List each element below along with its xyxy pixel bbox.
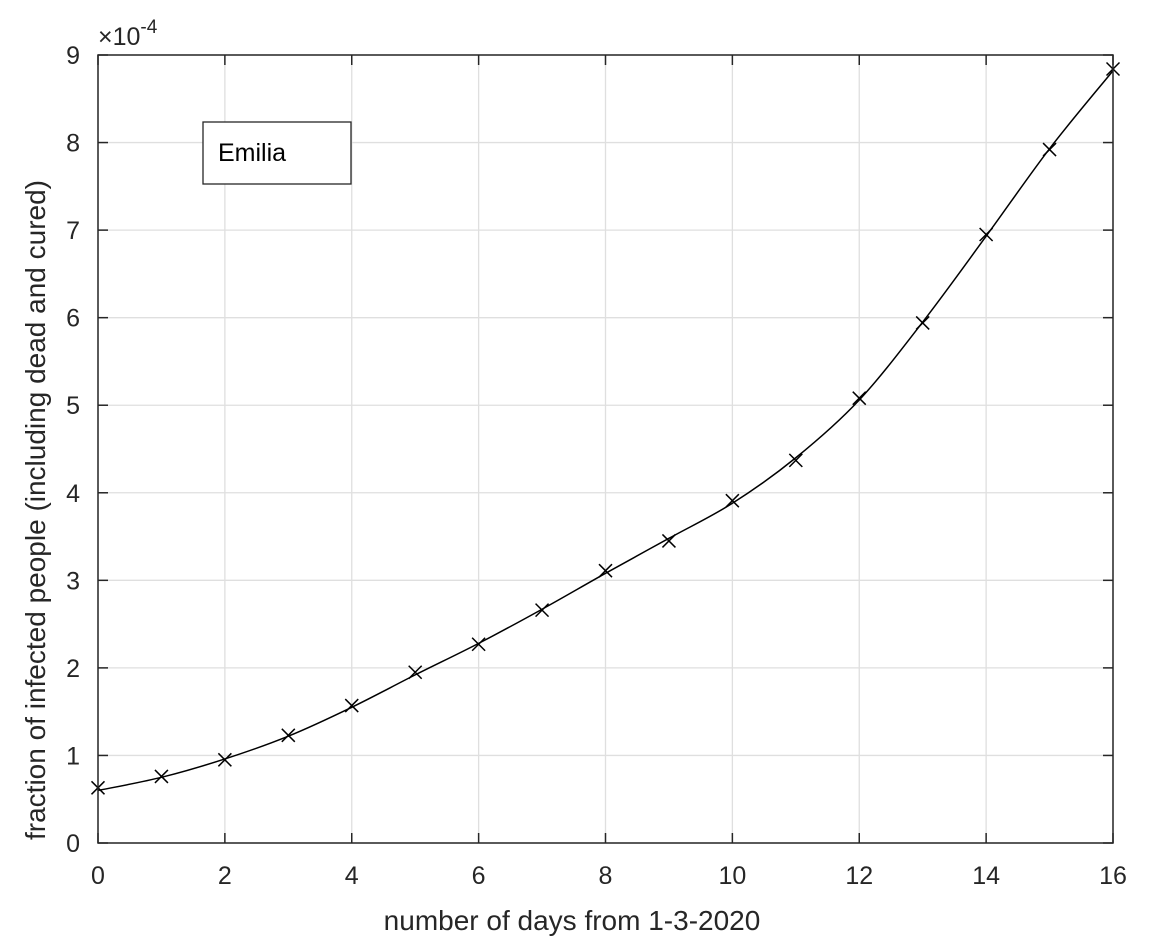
y-tick-label: 4	[66, 480, 80, 508]
data-point-marker	[344, 698, 359, 713]
marker-stroke	[788, 453, 803, 468]
data-point-marker	[788, 453, 803, 468]
x-tick-labels: 0 2 4 6 8 10 12 14 16	[91, 862, 1127, 890]
data-point-marker	[535, 603, 550, 618]
x-tick-label: 12	[845, 862, 873, 890]
x-axis-label: number of days from 1-3-2020	[384, 905, 761, 936]
marker-stroke	[661, 533, 676, 548]
fit-curve-line	[97, 70, 1114, 792]
x-tick-label: 4	[345, 862, 359, 890]
marker-stroke	[598, 563, 613, 578]
x-tick-label: 0	[91, 862, 105, 890]
data-point-marker	[661, 533, 676, 548]
x-tick-label: 14	[972, 862, 1000, 890]
y-tick-label: 2	[66, 655, 80, 683]
marker-stroke	[915, 315, 930, 330]
x-tick-label: 16	[1099, 862, 1127, 890]
x-tick-label: 10	[718, 862, 746, 890]
y-tick-label: 7	[66, 217, 80, 245]
marker-stroke	[408, 665, 423, 680]
exponent-base: 10	[113, 23, 141, 51]
x-tick-label: 6	[472, 862, 486, 890]
marker-stroke	[979, 227, 994, 242]
axis-ticks	[97, 54, 1114, 844]
marker-stroke	[725, 493, 740, 508]
data-point-marker	[725, 493, 740, 508]
marker-stroke	[1042, 142, 1057, 157]
legend: Emilia	[202, 121, 352, 185]
data-point-marker	[217, 752, 232, 767]
data-point-marker	[1042, 142, 1057, 157]
y-axis-label: fraction of infected people (including d…	[20, 180, 51, 840]
data-point-marker	[979, 227, 994, 242]
exponent-power: -4	[140, 17, 157, 38]
marker-stroke	[852, 391, 867, 406]
y-tick-label: 1	[66, 742, 80, 770]
x-tick-label: 8	[599, 862, 613, 890]
y-tick-label: 6	[66, 305, 80, 333]
marker-stroke	[281, 728, 296, 743]
data-point-marker	[598, 563, 613, 578]
marker-stroke	[154, 769, 169, 784]
y-tick-labels: 0 1 2 3 4 5 6 7 8 9	[66, 42, 80, 858]
data-point-marker	[915, 315, 930, 330]
marker-stroke	[217, 752, 232, 767]
data-point-marker	[852, 391, 867, 406]
fit-curve-layer	[97, 70, 1114, 792]
y-scale-exponent: ×10-4	[98, 17, 158, 51]
marker-stroke	[535, 603, 550, 618]
y-tick-label: 8	[66, 130, 80, 158]
y-tick-label: 0	[66, 830, 80, 858]
legend-label: Emilia	[218, 139, 286, 167]
y-tick-label: 9	[66, 42, 80, 70]
data-point-marker	[154, 769, 169, 784]
svg-text:×10-4: ×10-4	[98, 17, 158, 51]
y-tick-label: 5	[66, 392, 80, 420]
data-point-marker	[471, 637, 486, 652]
data-point-marker	[408, 665, 423, 680]
legend-box	[202, 121, 352, 185]
marker-stroke	[344, 698, 359, 713]
marker-stroke	[471, 637, 486, 652]
exponent-multiplier: ×	[98, 23, 113, 51]
x-tick-label: 2	[218, 862, 232, 890]
y-tick-label: 3	[66, 567, 80, 595]
data-point-marker	[281, 728, 296, 743]
